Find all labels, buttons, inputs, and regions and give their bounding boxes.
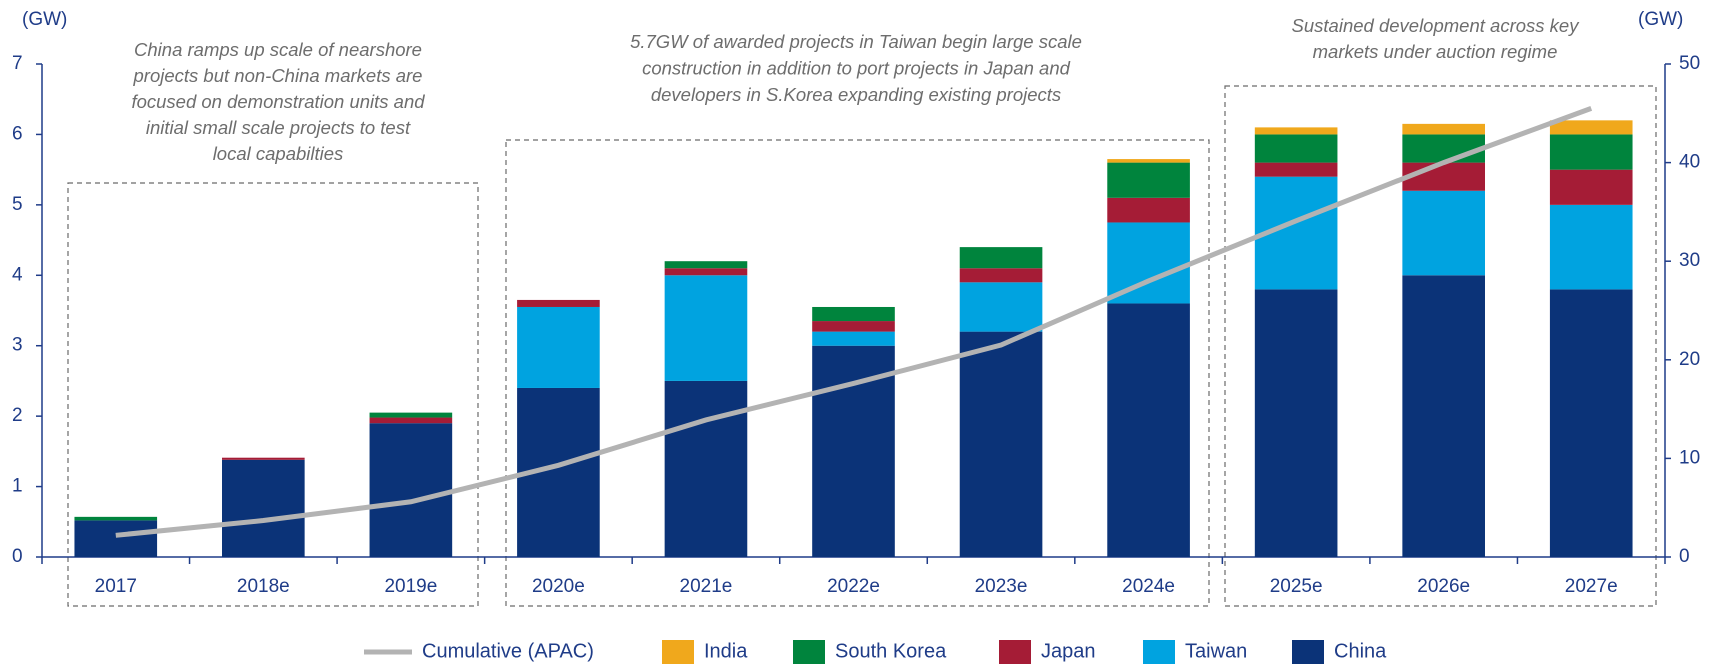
legend-label: Cumulative (APAC)	[422, 640, 594, 662]
bar-segment	[74, 516, 158, 521]
group-box	[67, 182, 479, 607]
y2-tick-label: 30	[1679, 250, 1700, 271]
y-tick-label: 7	[12, 53, 23, 74]
bar-segment	[1402, 275, 1485, 557]
bar-segment	[369, 417, 453, 424]
x-tick-label: 2020e	[532, 576, 585, 597]
annotation: markets under auction regime	[1313, 41, 1558, 62]
bar-segment	[812, 306, 895, 322]
bar-segment	[1107, 222, 1190, 304]
bar-segment	[1549, 204, 1633, 290]
y2-axis-unit: (GW)	[1638, 9, 1683, 30]
group-box	[505, 139, 1210, 607]
y2-tick-label: 20	[1679, 349, 1700, 370]
annotation: focused on demonstration units and	[131, 91, 425, 112]
x-tick-label: 2017	[95, 576, 137, 597]
bar-segment	[369, 412, 453, 418]
y-axis-unit: (GW)	[22, 9, 67, 30]
bar-segment	[959, 268, 1043, 283]
bar-segment	[1254, 162, 1338, 177]
bar-segment	[1549, 120, 1633, 135]
bar-segment	[1402, 123, 1485, 135]
x-tick-label: 2021e	[680, 576, 733, 597]
y2-tick-label: 10	[1679, 447, 1700, 468]
annotation: initial small scale projects to test	[146, 117, 411, 138]
x-tick-label: 2019e	[384, 576, 437, 597]
bar-segment	[1402, 190, 1485, 276]
x-tick-label: 2024e	[1122, 576, 1175, 597]
bar-segment	[1549, 289, 1633, 557]
bar-segment	[959, 247, 1043, 269]
legend-label: Taiwan	[1185, 640, 1247, 662]
bar-segment	[1549, 169, 1633, 205]
y-tick-label: 3	[12, 335, 23, 356]
bar-segment	[959, 331, 1043, 557]
annotation: Sustained development across key	[1292, 15, 1581, 36]
bar-segment	[1107, 162, 1190, 198]
x-tick-label: 2027e	[1565, 576, 1618, 597]
x-tick-label: 2026e	[1417, 576, 1470, 597]
bar-segment	[1107, 159, 1190, 163]
y-tick-label: 1	[12, 476, 23, 497]
legend-label: Japan	[1041, 640, 1096, 662]
bar-segment	[812, 321, 895, 332]
bar-segment	[812, 331, 895, 346]
bar-segment	[664, 380, 748, 557]
bar-segment	[959, 282, 1043, 332]
annotation-boxes	[67, 85, 1657, 607]
legend-label: India	[704, 640, 748, 662]
bar-segment	[1254, 289, 1338, 557]
annotation: developers in S.Korea expanding existing…	[651, 84, 1061, 105]
bar-segment	[1107, 197, 1190, 223]
annotation: China ramps up scale of nearshore	[134, 39, 422, 60]
bar-segment	[1549, 134, 1633, 170]
annotation: construction in addition to port project…	[642, 57, 1071, 78]
bar-segment	[1402, 162, 1485, 191]
legend-swatch	[1143, 640, 1175, 664]
x-tick-label: 2025e	[1270, 576, 1323, 597]
legend-label: China	[1334, 640, 1387, 662]
y2-tick-label: 50	[1679, 53, 1700, 74]
bar-segment	[517, 306, 600, 388]
bar-segment	[1254, 134, 1338, 163]
bar-segment	[517, 299, 600, 307]
y2-tick-label: 40	[1679, 152, 1700, 173]
y-tick-label: 4	[12, 264, 23, 285]
bar-segment	[74, 520, 158, 557]
line-series	[115, 106, 1593, 538]
y-tick-label: 5	[12, 194, 23, 215]
x-tick-label: 2023e	[975, 576, 1028, 597]
y-tick-label: 6	[12, 123, 23, 144]
bar-segment	[1254, 127, 1338, 135]
bar-segment	[1107, 303, 1190, 557]
x-tick-label: 2022e	[827, 576, 880, 597]
bar-segment	[222, 459, 305, 557]
annotation: 5.7GW of awarded projects in Taiwan begi…	[630, 31, 1082, 52]
bar-segment	[369, 423, 453, 557]
x-tick-label: 2018e	[237, 576, 290, 597]
bar-segment	[664, 268, 748, 276]
annotation: local capabilties	[213, 143, 344, 164]
y-tick-label: 0	[12, 546, 23, 567]
legend-label: South Korea	[835, 640, 947, 662]
legend-swatch	[1292, 640, 1324, 664]
bar-segment	[1402, 134, 1485, 163]
bar-segment	[664, 275, 748, 381]
annotation: projects but non-China markets are	[133, 65, 423, 86]
legend-swatch	[662, 640, 694, 664]
group-box	[1224, 85, 1657, 607]
bar-segment	[222, 457, 305, 460]
y2-tick-label: 0	[1679, 546, 1690, 567]
legend-swatch	[999, 640, 1031, 664]
bar-segment	[664, 261, 748, 269]
legend-swatch	[793, 640, 825, 664]
y-tick-label: 2	[12, 405, 23, 426]
